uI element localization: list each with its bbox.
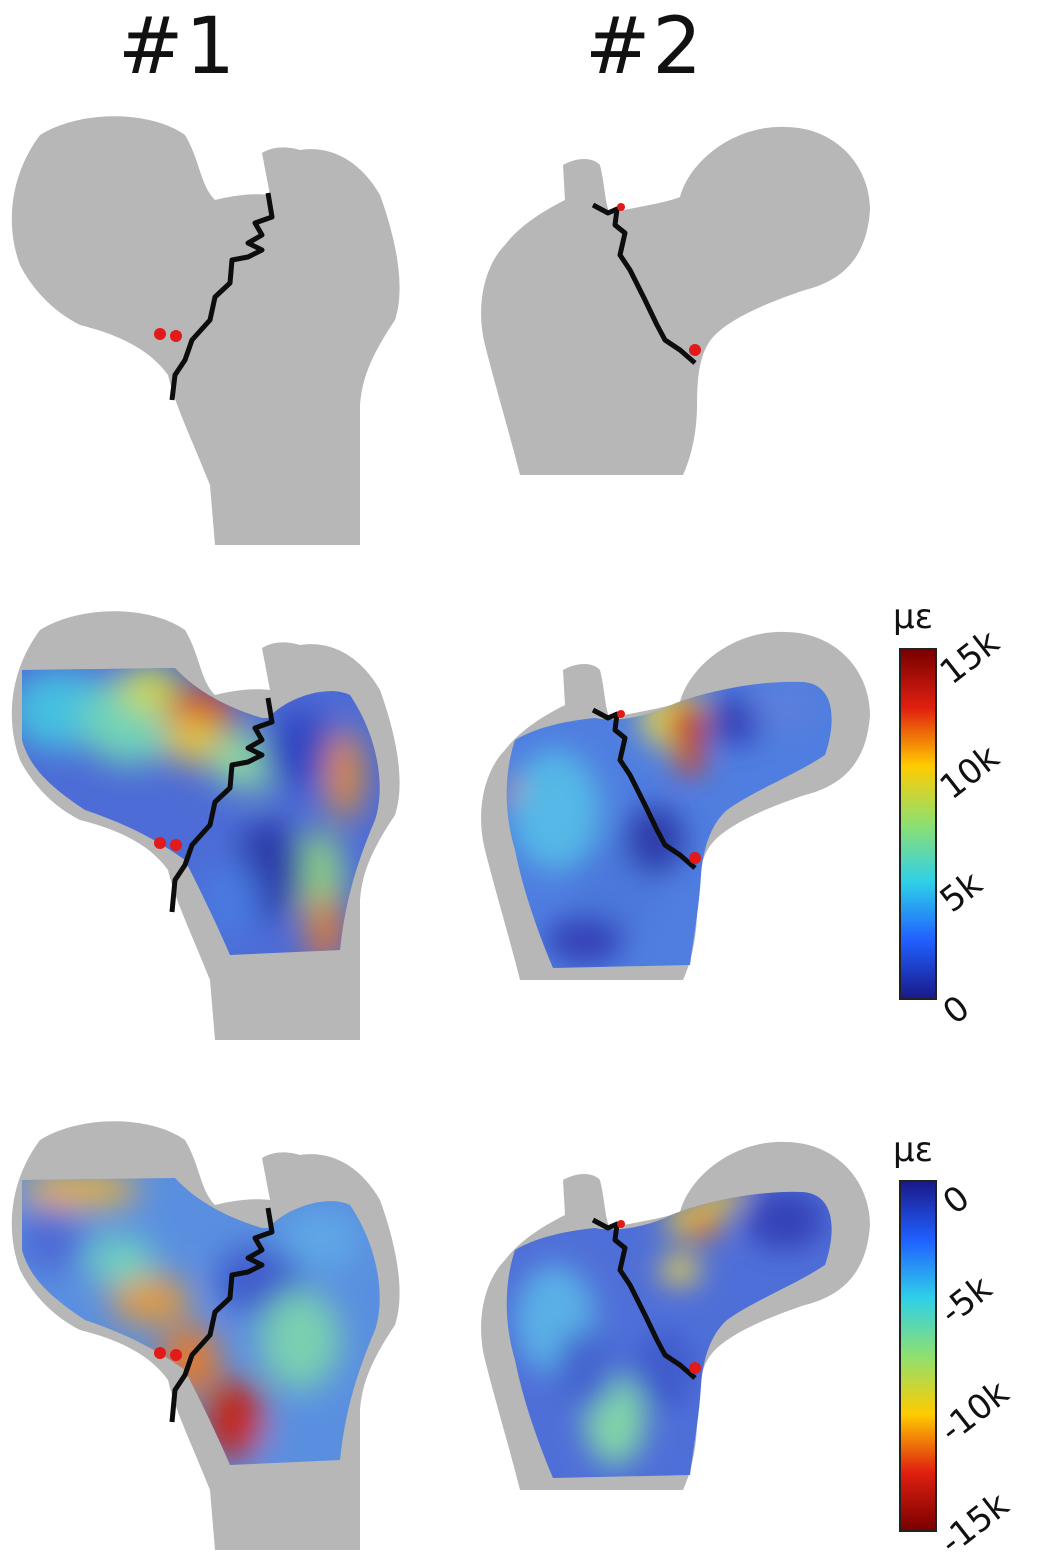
marker-point <box>689 852 701 864</box>
fracture-line <box>591 707 697 870</box>
marker-point <box>689 344 701 356</box>
colorbar-1-tick: 15k <box>932 622 1007 693</box>
marker-point <box>154 1347 166 1359</box>
femur-outline <box>481 126 870 475</box>
fracture-line <box>591 202 697 365</box>
specimen-2-geometry <box>481 126 870 475</box>
colorbar-1-tick: 10k <box>932 737 1007 808</box>
specimen-1-geometry <box>11 116 400 545</box>
fracture-line <box>591 1217 697 1380</box>
colorbar-2-tick: -5k <box>932 1268 1000 1333</box>
colorbar-2-unit: με <box>893 1130 934 1170</box>
marker-point <box>154 837 166 849</box>
marker-point <box>154 328 166 340</box>
specimen-1-compressive-strain-map <box>11 1121 400 1550</box>
marker-point <box>617 203 625 211</box>
colorbar-1 <box>899 648 937 1000</box>
colorbar-2-tick: -10k <box>932 1372 1017 1451</box>
strain-field <box>22 668 380 955</box>
marker-point <box>617 1220 625 1228</box>
specimen-1-tensile-strain-map <box>11 611 400 1040</box>
colorbar-1-tick: 0 <box>935 987 978 1033</box>
specimen-2-tensile-strain-map <box>481 631 870 980</box>
marker-point <box>170 330 182 342</box>
colorbar-2 <box>899 1180 937 1532</box>
colorbar-1-unit: με <box>893 597 934 637</box>
colorbar-2-tick: 0 <box>935 1177 978 1223</box>
marker-point <box>617 710 625 718</box>
femur-outline <box>11 116 400 545</box>
column-title-2: #2 <box>585 2 704 92</box>
column-title-1: #1 <box>118 2 237 92</box>
specimen-2-compressive-strain-map <box>481 1141 870 1490</box>
marker-point <box>170 839 182 851</box>
marker-point <box>689 1362 701 1374</box>
colorbar-2-tick: -15k <box>932 1484 1017 1563</box>
fracture-line <box>169 1207 275 1423</box>
fracture-line <box>169 697 275 913</box>
marker-point <box>170 1349 182 1361</box>
colorbar-1-tick: 5k <box>932 863 990 921</box>
fracture-line <box>169 192 275 401</box>
